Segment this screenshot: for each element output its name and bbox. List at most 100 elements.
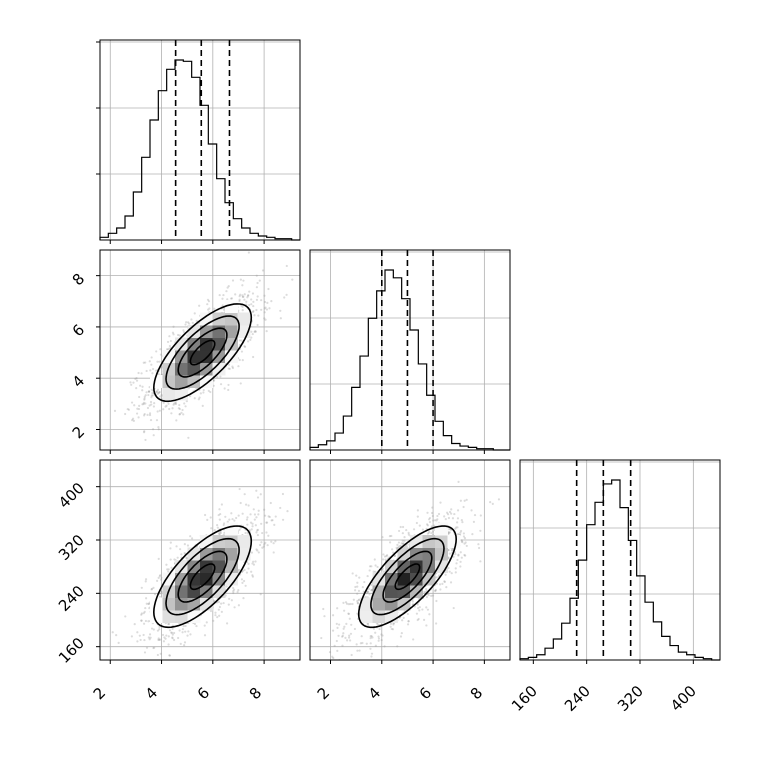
scatter-point [356,592,359,595]
scatter-point [143,610,146,613]
scatter-point [228,597,231,600]
scatter-point [350,623,353,626]
scatter-point [193,397,196,400]
scatter-point [380,568,383,572]
scatter-point [132,419,135,422]
scatter-point [148,638,151,641]
scatter-point [462,505,465,509]
scatter-point [272,551,275,554]
scatter-point [397,541,401,544]
scatter-point [256,496,260,499]
scatter-point [187,630,190,633]
scatter-point [279,317,282,320]
scatter-point [256,528,260,531]
scatter-point [145,597,148,600]
tick-label-x0-0: 2 [90,684,109,703]
scatter-frame-2-1 [309,459,511,661]
density-cell [212,312,226,326]
scatter-point [399,544,402,547]
scatter-point [212,619,215,622]
scatter-point [240,578,244,581]
density-cell [212,585,226,598]
scatter-point [251,562,254,565]
scatter-point [181,628,185,631]
scatter-point [250,551,254,554]
scatter-point [389,625,392,628]
density-cell [175,337,188,351]
contour-level-3 [357,525,458,629]
scatter-point [252,508,255,511]
scatter-point [259,493,262,496]
scatter-point [172,403,175,406]
scatter-point [178,403,181,407]
scatter-point [251,575,255,578]
scatter-point [170,631,173,634]
scatter-point [248,529,251,532]
scatter-point [406,623,410,626]
scatter-point [155,390,158,393]
scatter-point [343,625,346,628]
scatter-point [183,551,186,555]
scatter-point [342,601,345,604]
scatter-point [370,652,374,655]
scatter-point [160,576,163,579]
density-cell [187,547,201,561]
scatter-point [213,529,216,532]
scatter-point [422,618,426,621]
scatter-point [246,523,249,526]
scatter-point [355,574,358,577]
scatter-point [264,541,267,544]
scatter-point [265,330,268,333]
scatter-point [157,428,160,431]
scatter-point [214,611,217,614]
scatter-point [167,402,170,405]
scatter-point [149,369,152,372]
scatter-point [166,340,170,344]
scatter-point [464,554,467,557]
scatter-point [361,586,364,589]
scatter-point [347,636,351,639]
scatter-point [153,646,156,649]
tick-label-x0-1: 4 [142,684,161,703]
scatter-point [238,298,241,301]
scatter-point [436,518,439,521]
scatter-point [415,612,419,615]
scatter-point [369,637,372,640]
scatter-point [144,394,147,397]
scatter-point [380,633,383,636]
scatter-point [465,498,468,501]
scatter-point [363,580,366,584]
scatter-point [265,531,268,534]
scatter-point [366,622,369,625]
scatter-point [417,607,420,610]
scatter-point [162,401,165,404]
scatter-point [184,405,187,408]
scatter-point [135,412,139,415]
density-cell [360,597,373,611]
scatter-point [148,360,151,363]
scatter-point [185,400,188,403]
scatter-point [227,367,230,370]
scatter-point [155,350,158,353]
scatter-point [432,519,435,522]
scatter-point [460,539,463,542]
scatter-point [164,405,167,408]
scatter-panel-2-1 [309,459,511,664]
scatter-point [159,652,162,655]
scatter-point [207,300,211,303]
scatter-point [258,543,262,547]
scatter-point [141,389,144,392]
scatter-point [199,392,202,395]
scatter-point [366,590,369,593]
density-cell [225,522,238,536]
scatter-point [143,412,146,416]
scatter-point [159,574,162,577]
scatter-point [374,631,377,634]
scatter-point [256,529,259,532]
scatter-point [145,646,149,649]
scatter-point [257,314,260,317]
scatter-point [242,597,245,600]
scatter-point [214,614,217,617]
scatter-point [150,627,154,630]
scatter-point [217,513,220,517]
